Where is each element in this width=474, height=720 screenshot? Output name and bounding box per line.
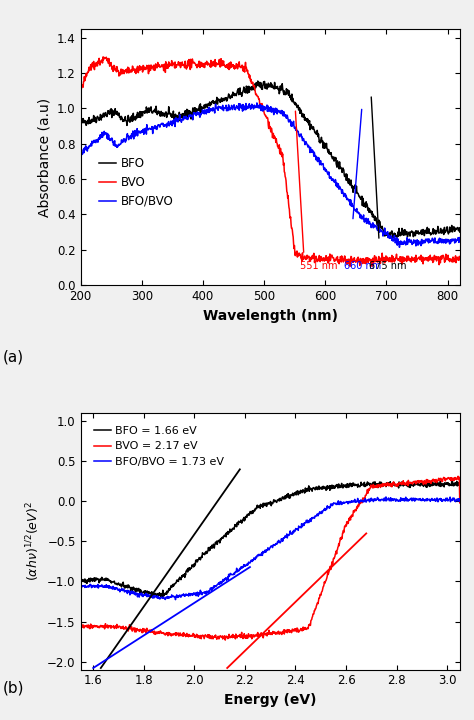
BVO: [348, 252, 354, 261]
BFO/BVO = 1.73 eV: [383, 492, 389, 501]
BFO/BVO = 1.73 eV: [457, 495, 463, 503]
BFO/BVO: [397, 243, 402, 251]
BVO: [119, 67, 125, 76]
BVO: [240, 66, 246, 74]
BVO: [369, 262, 375, 271]
Text: (b): (b): [2, 680, 24, 696]
Line: BFO: BFO: [81, 81, 460, 238]
BFO: [240, 89, 246, 97]
BFO = 1.66 eV: [160, 593, 166, 602]
BFO: [457, 228, 463, 236]
BVO = 2.17 eV: [119, 622, 125, 631]
BVO: [364, 258, 369, 266]
Line: BVO = 2.17 eV: BVO = 2.17 eV: [81, 477, 460, 640]
BFO/BVO = 1.73 eV: [177, 590, 182, 599]
BFO/BVO: [119, 137, 125, 145]
BFO/BVO = 1.73 eV: [406, 496, 411, 505]
BVO = 2.17 eV: [222, 636, 228, 644]
BVO: [177, 59, 182, 68]
BFO/BVO = 1.73 eV: [119, 585, 125, 594]
BFO/BVO: [240, 107, 246, 115]
BFO: [390, 234, 396, 243]
Line: BFO/BVO = 1.73 eV: BFO/BVO = 1.73 eV: [81, 497, 460, 600]
Line: BFO = 1.66 eV: BFO = 1.66 eV: [81, 481, 460, 598]
BFO/BVO: [406, 238, 411, 246]
BFO = 1.66 eV: [177, 573, 182, 582]
BVO = 2.17 eV: [364, 489, 369, 498]
BVO = 2.17 eV: [405, 476, 411, 485]
BFO/BVO: [348, 197, 354, 205]
BFO = 1.66 eV: [240, 515, 246, 523]
BVO = 2.17 eV: [176, 631, 182, 640]
BVO: [78, 86, 83, 94]
Text: 660 nm: 660 nm: [344, 261, 381, 271]
Y-axis label: Absorbance (a.u): Absorbance (a.u): [37, 97, 51, 217]
BFO = 1.66 eV: [438, 477, 443, 485]
BFO = 1.66 eV: [364, 480, 369, 488]
Legend: BFO = 1.66 eV, BVO = 2.17 eV, BFO/BVO = 1.73 eV: BFO = 1.66 eV, BVO = 2.17 eV, BFO/BVO = …: [90, 421, 229, 472]
Text: 675 nm: 675 nm: [369, 261, 407, 271]
BVO = 2.17 eV: [240, 634, 246, 643]
BVO = 2.17 eV: [348, 512, 354, 521]
BFO = 1.66 eV: [457, 480, 463, 489]
BFO: [78, 117, 83, 126]
BFO/BVO: [254, 99, 260, 107]
X-axis label: Wavelength (nm): Wavelength (nm): [203, 309, 337, 323]
BFO: [364, 199, 369, 208]
Y-axis label: $(\alpha h\nu)^{1/2}(eV)^2$: $(\alpha h\nu)^{1/2}(eV)^2$: [24, 502, 42, 581]
BVO: [406, 253, 411, 261]
BFO: [176, 108, 182, 117]
BFO/BVO = 1.73 eV: [348, 497, 354, 505]
X-axis label: Energy (eV): Energy (eV): [224, 693, 317, 707]
Line: BVO: BVO: [81, 57, 460, 266]
BFO = 1.66 eV: [405, 482, 411, 491]
BVO = 2.17 eV: [78, 623, 83, 631]
BFO = 1.66 eV: [348, 481, 354, 490]
BFO/BVO = 1.73 eV: [240, 563, 246, 572]
BFO = 1.66 eV: [119, 581, 125, 590]
BFO/BVO: [364, 219, 369, 228]
BFO: [119, 113, 125, 122]
Text: 551 nm: 551 nm: [300, 261, 337, 271]
BVO: [100, 53, 106, 61]
BFO/BVO = 1.73 eV: [364, 496, 369, 505]
BFO/BVO: [78, 145, 83, 153]
BVO: [457, 254, 463, 263]
Legend: BFO, BVO, BFO/BVO: BFO, BVO, BFO/BVO: [94, 153, 179, 212]
BFO/BVO = 1.73 eV: [78, 583, 83, 592]
BVO = 2.17 eV: [457, 498, 463, 507]
BFO = 1.66 eV: [78, 577, 83, 585]
BVO = 2.17 eV: [455, 472, 461, 481]
Text: (a): (a): [2, 349, 24, 364]
BFO: [406, 229, 411, 238]
BFO/BVO: [457, 233, 463, 242]
BFO/BVO = 1.73 eV: [173, 595, 178, 604]
Line: BFO/BVO: BFO/BVO: [81, 103, 460, 247]
BFO: [255, 77, 261, 86]
BFO/BVO: [176, 114, 182, 122]
BFO: [348, 176, 354, 184]
